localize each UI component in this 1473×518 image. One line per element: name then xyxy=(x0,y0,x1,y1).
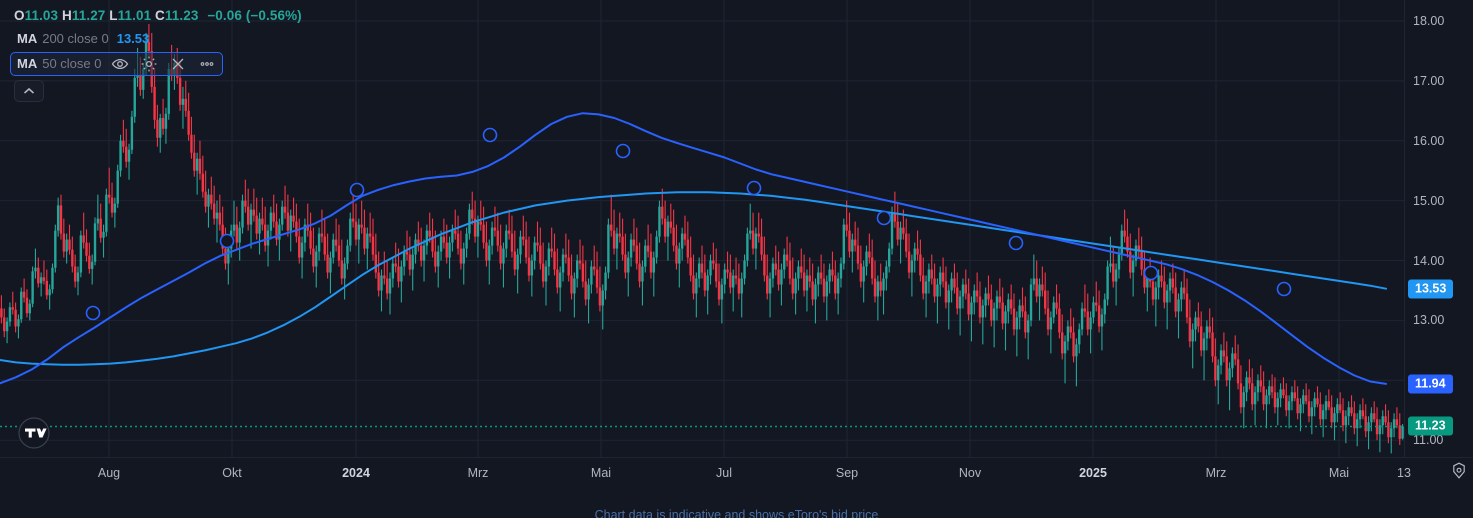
price-tick: 18.00 xyxy=(1413,13,1445,28)
candle-series xyxy=(0,23,1404,454)
legend-action-icons xyxy=(111,55,216,73)
time-tick: Mai xyxy=(1328,466,1350,480)
time-tick: Okt xyxy=(222,466,242,480)
eye-icon[interactable] xyxy=(111,55,129,73)
ma200-price-badge[interactable]: 13.53 xyxy=(1408,279,1454,299)
price-tick: 15.00 xyxy=(1413,193,1445,208)
chart-legend: O11.03 H11.27 L11.01 C11.23 −0.06 (−0.56… xyxy=(10,6,302,102)
price-tick: 13.00 xyxy=(1413,313,1445,328)
ma200-value: 13.53 xyxy=(116,31,150,46)
ohlc-low-value: 11.01 xyxy=(117,8,152,23)
ma50-args: 50 close 0 xyxy=(42,56,102,71)
ohlc-close-value: 11.23 xyxy=(164,8,199,23)
close-icon[interactable] xyxy=(169,55,187,73)
price-tick: 16.00 xyxy=(1413,133,1445,148)
ma200-name: MA xyxy=(17,31,38,46)
more-options-icon[interactable] xyxy=(198,55,216,73)
ma-line-ma200 xyxy=(0,191,1387,366)
time-tick: 2024 xyxy=(342,466,370,480)
last-price-badge[interactable]: 11.23 xyxy=(1408,416,1453,436)
ohlc-high-label: H xyxy=(62,8,72,23)
price-tick: 11.00 xyxy=(1413,433,1444,448)
price-tick: 14.00 xyxy=(1413,253,1445,268)
time-tick: Jul xyxy=(716,466,732,480)
legend-indicator-ma200[interactable]: MA 200 close 0 13.53 xyxy=(10,27,156,51)
ohlc-close-label: C xyxy=(155,8,165,23)
time-axis[interactable]: Aug Okt 2024 Mrz Mai Jul Sep Nov 2025 Mrz Mai 13 xyxy=(0,457,1473,487)
ma50-handles xyxy=(85,127,1292,321)
ohlc-low-label: L xyxy=(109,8,118,23)
time-tick: Nov xyxy=(958,466,982,480)
ohlc-change-value: −0.06 (−0.56%) xyxy=(207,8,302,23)
ma50-name: MA xyxy=(17,56,38,71)
ma50-price-badge[interactable]: 11.94 xyxy=(1408,374,1453,394)
time-tick: Mrz xyxy=(1205,466,1227,480)
chart-canvas xyxy=(0,0,1404,457)
chart-plot-area[interactable] xyxy=(0,0,1404,457)
ohlc-high-value: 11.27 xyxy=(71,8,106,23)
time-tick: Mrz xyxy=(467,466,489,480)
ma200-args: 200 close 0 xyxy=(42,31,109,46)
ohlc-row: O11.03 H11.27 L11.01 C11.23 −0.06 (−0.56… xyxy=(14,6,302,26)
gear-icon[interactable] xyxy=(140,55,158,73)
crosshair-target-icon[interactable] xyxy=(1450,461,1469,485)
price-tick: 17.00 xyxy=(1413,73,1445,88)
chevron-up-icon xyxy=(23,87,35,94)
ma-line-ma50 xyxy=(0,112,1387,385)
legend-collapse-button[interactable] xyxy=(14,80,44,102)
ohlc-open-label: O xyxy=(14,8,25,23)
chart-disclaimer: Chart data is indicative and shows eToro… xyxy=(594,508,879,518)
time-tick: Sep xyxy=(835,466,859,480)
legend-indicator-ma50[interactable]: MA 50 close 0 xyxy=(10,52,224,76)
tradingview-logo[interactable] xyxy=(18,417,50,449)
price-axis[interactable]: 18.0017.0016.0015.0014.0013.0012.0011.00… xyxy=(1404,0,1473,457)
time-tick: Mai xyxy=(590,466,612,480)
time-tick: 2025 xyxy=(1079,466,1107,480)
time-tick: 13 xyxy=(1397,466,1411,480)
ohlc-open-value: 11.03 xyxy=(24,8,59,23)
time-tick: Aug xyxy=(97,466,121,480)
